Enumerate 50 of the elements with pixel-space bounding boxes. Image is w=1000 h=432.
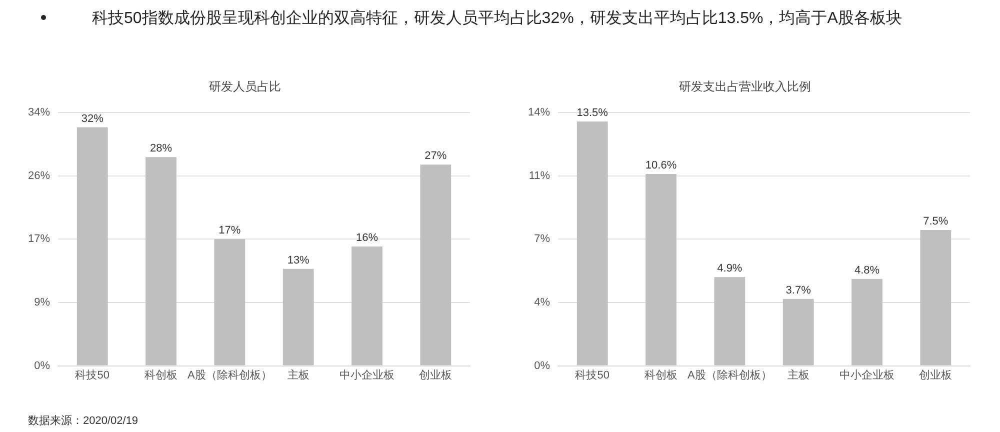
y-tick-label: 14% [528,106,550,118]
bar [146,157,176,366]
data-label: 32% [81,112,104,125]
bar [576,121,608,366]
y-tick-label: 0% [34,360,50,372]
bar [852,278,882,366]
bar [714,277,746,366]
data-label: 4.8% [854,264,880,276]
y-tick-label: 11% [528,170,550,182]
bar [420,164,452,366]
chart-title: 研发人员占比 [209,80,281,94]
data-label: 13% [287,254,310,266]
y-tick-label: 0% [534,360,550,372]
x-tick-label: 科技50 [575,369,610,382]
data-label: 7.5% [923,216,948,228]
bar [920,230,952,366]
x-tick-label: 创业板 [419,368,452,382]
bar [282,268,314,366]
y-tick-label: 7% [534,233,550,246]
x-tick-label: A股（除科创板） [688,369,772,382]
data-label: 17% [218,224,241,237]
x-tick-label: 科创板 [644,369,678,382]
y-tick-label: 4% [534,296,550,308]
x-tick-label: 中小企业板 [340,368,395,382]
bar [76,127,108,366]
source-note: 数据来源：2020/02/19 [28,414,138,428]
x-tick-label: 中小企业板 [840,368,895,382]
y-tick-label: 17% [28,233,50,246]
data-label: 28% [150,142,172,155]
x-tick-label: 主板 [287,368,310,382]
y-tick-label: 26% [28,170,50,182]
data-label: 27% [424,150,447,162]
data-label: 16% [356,232,378,244]
data-label: 13.5% [576,106,608,119]
bar [782,298,814,366]
x-tick-label: 主板 [787,368,810,382]
data-label: 3.7% [786,284,812,296]
bar [646,174,676,366]
data-label: 4.9% [717,262,742,275]
chart-title: 研发支出占营业收入比例 [679,80,811,94]
x-tick-label: A股（除科创板） [188,369,272,382]
y-tick-label: 34% [28,106,50,118]
x-tick-label: 科技50 [75,369,110,382]
bar [214,239,246,366]
data-label: 10.6% [645,159,677,172]
bar [352,246,382,366]
x-tick-label: 科创板 [144,369,178,382]
x-tick-label: 创业板 [919,368,952,382]
text: 科技50指数成份股呈现科创企业的双高特征，研发人员平均占比32%，研发支出平均占比13.5%，均高于A股各板块 [92,8,902,29]
y-tick-label: 9% [34,296,50,308]
